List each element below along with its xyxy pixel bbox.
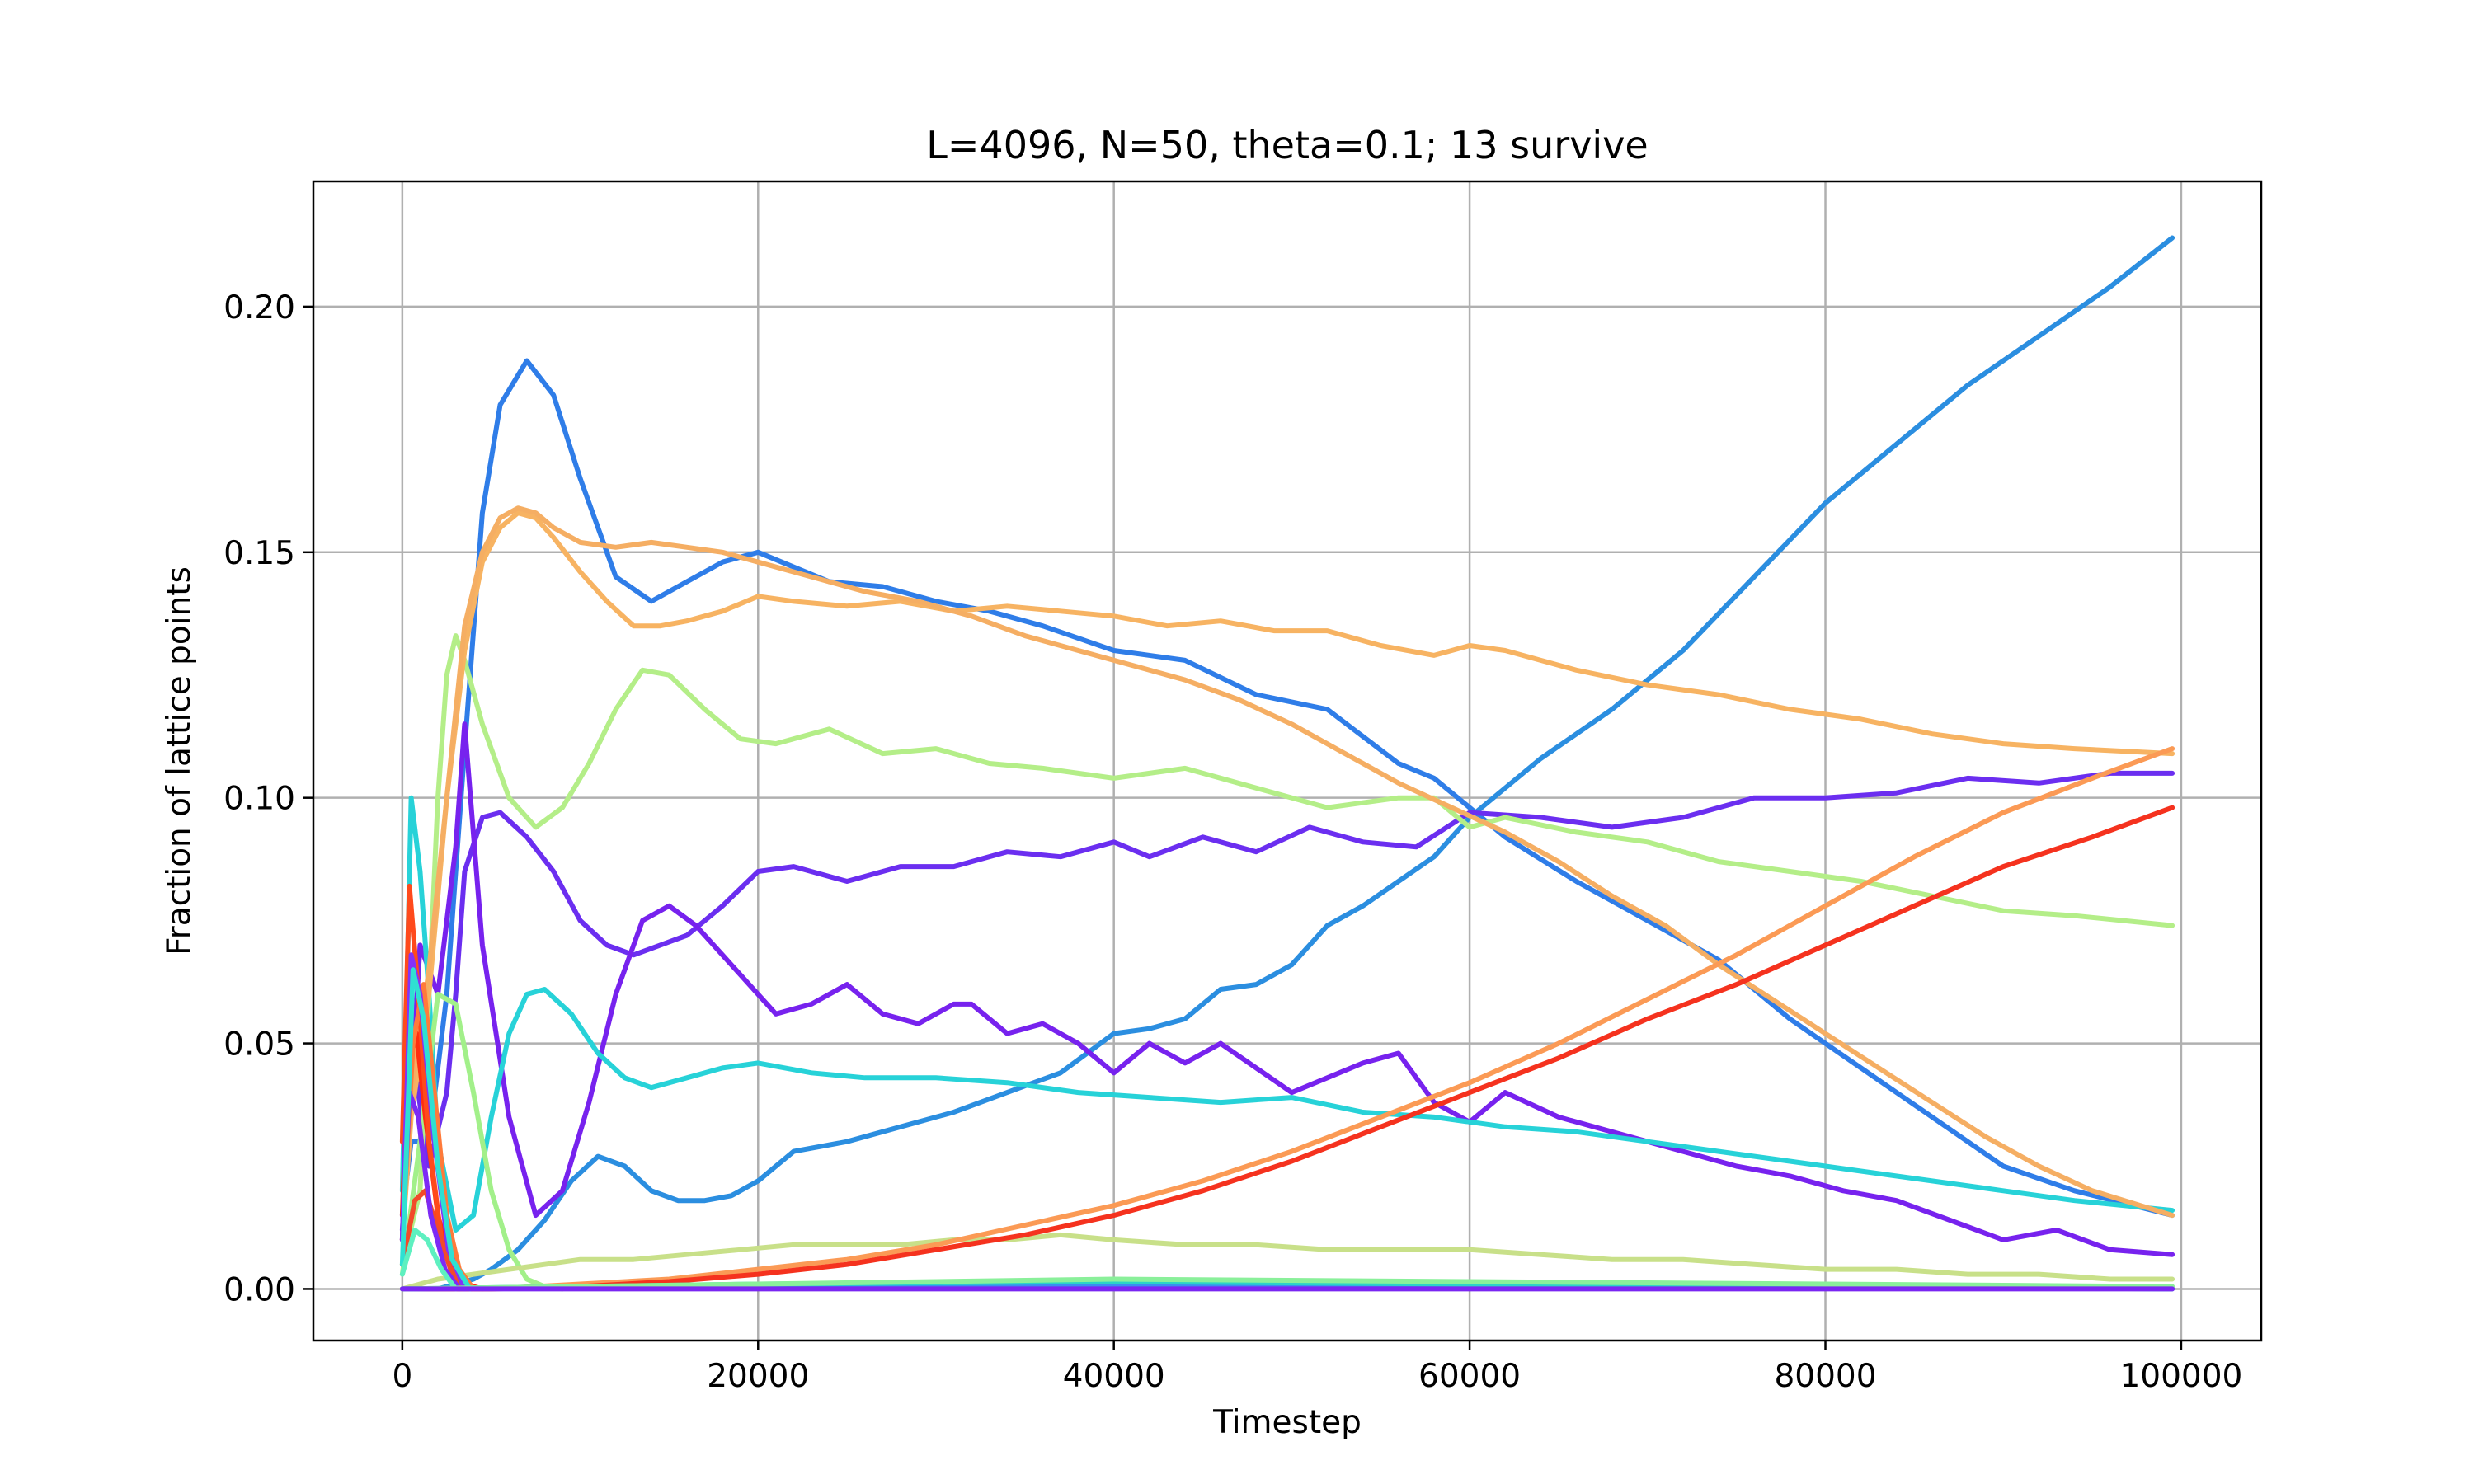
x-tick-label: 100000: [2119, 1358, 2242, 1395]
series-group: [399, 235, 2175, 1292]
series-line-8: [399, 1232, 2175, 1292]
series-line-12: [399, 805, 2175, 1292]
x-tick-label: 60000: [1418, 1358, 1521, 1395]
y-tick-label: 0.15: [223, 535, 295, 572]
axis-ticks: 0 20000 40000 60000 80000 100000 0.00 0.05 0.10 0…: [223, 289, 2242, 1395]
x-tick-label: 0: [392, 1358, 412, 1395]
chart-title: L=4096, N=50, theta=0.1; 13 survive: [926, 123, 1648, 167]
y-tick-label: 0.05: [223, 1026, 295, 1064]
x-tick-label: 40000: [1063, 1358, 1165, 1395]
y-tick-label: 0.10: [223, 781, 295, 818]
y-tick-label: 0.20: [223, 289, 295, 326]
series-line-3: [399, 770, 2175, 1242]
x-tick-label: 20000: [707, 1358, 809, 1395]
y-axis-label: Fraction of lattice points: [161, 566, 198, 956]
y-tick-label: 0.00: [223, 1271, 295, 1308]
series-line-11: [399, 746, 2175, 1292]
series-line-10: [399, 505, 2175, 1242]
series-line-20: [399, 1228, 459, 1292]
series-line-2: [399, 235, 2175, 1292]
series-line-23: [399, 1276, 2175, 1292]
plot-frame: [312, 180, 2263, 1342]
series-line-19: [399, 967, 473, 1292]
series-line-4: [399, 721, 2175, 1257]
x-axis-label: Timestep: [1212, 1404, 1362, 1441]
x-tick-label: 80000: [1774, 1358, 1876, 1395]
series-line-5: [399, 795, 2175, 1233]
series-line-6: [399, 633, 2175, 1267]
